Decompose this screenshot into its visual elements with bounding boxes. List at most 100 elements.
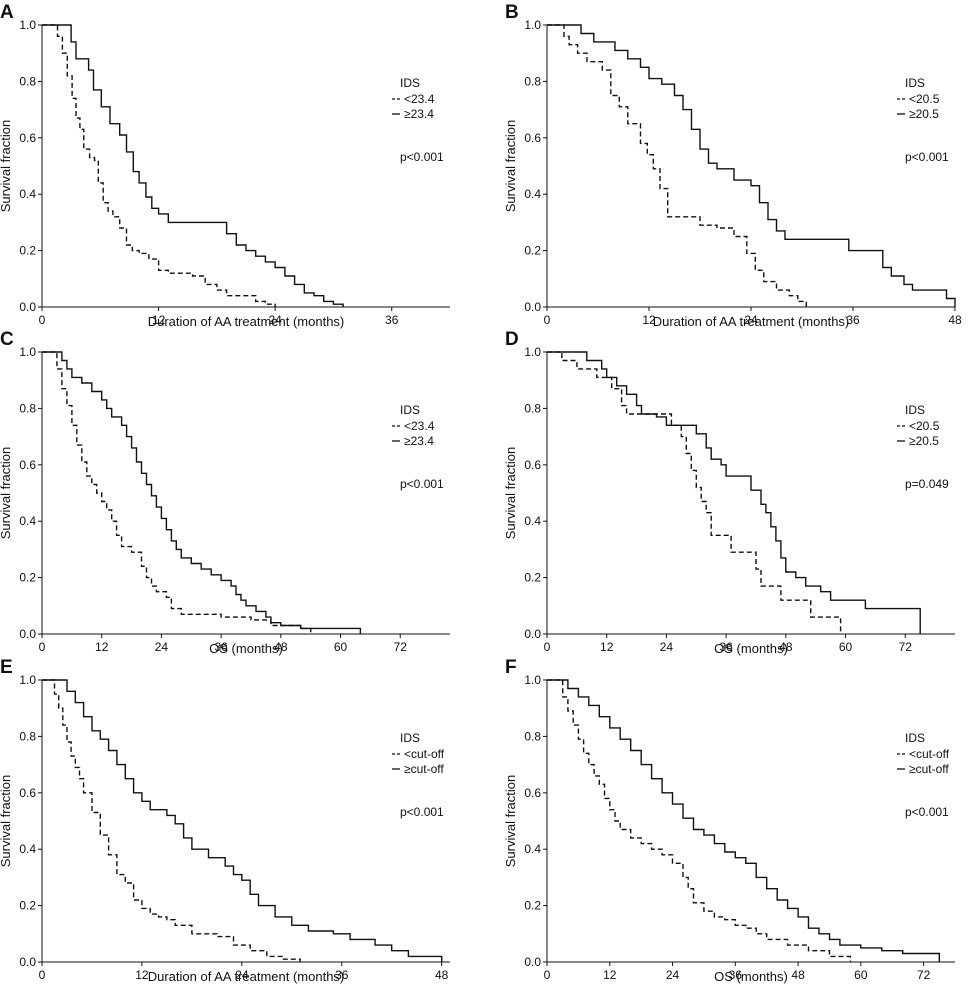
x-tick-label: 0 [39, 313, 46, 327]
series-curve-below [42, 24, 276, 307]
series-curve-below [42, 351, 312, 634]
y-tick-label: 0.4 [19, 842, 36, 856]
legend-entry: ≥20.5 [909, 107, 939, 121]
series-curve-above [547, 679, 940, 962]
y-axis-label: Survival fraction [0, 775, 13, 867]
legend-entry: ≥23.4 [404, 107, 434, 121]
x-tick-label: 0 [544, 968, 551, 982]
legend-title: IDS [400, 76, 420, 90]
x-tick-label: 36 [719, 640, 733, 654]
y-tick-label: 0.8 [19, 74, 36, 88]
legend-title: IDS [400, 731, 420, 745]
series-curve-below [547, 24, 807, 307]
y-tick-label: 1.0 [524, 345, 541, 359]
y-tick-label: 0.2 [19, 571, 36, 585]
y-tick-label: 0.2 [19, 899, 36, 913]
x-tick-label: 60 [854, 968, 868, 982]
x-tick-label: 24 [155, 640, 169, 654]
x-tick-label: 12 [603, 968, 617, 982]
x-tick-label: 12 [642, 313, 656, 327]
y-tick-label: 0.8 [524, 401, 541, 415]
panel-letter: B [505, 2, 519, 23]
x-tick-label: 12 [135, 968, 149, 982]
panel-a: A 0.0 0.2 0.4 0.6 0.8 1.0 0 12 24 36 Duration of AA… [0, 2, 450, 329]
series-curve-above [547, 24, 956, 307]
x-axis-label: OS (months) [714, 641, 788, 656]
y-tick-label: 1.0 [19, 673, 36, 687]
y-tick-label: 0.8 [524, 729, 541, 743]
x-tick-label: 36 [385, 313, 399, 327]
y-tick-label: 0.2 [524, 571, 541, 585]
panel-letter: F [505, 657, 517, 678]
legend-entry: ≥cut-off [404, 762, 444, 776]
y-tick-label: 0.6 [19, 786, 36, 800]
series-curve-below [547, 679, 852, 962]
y-axis-label: Survival fraction [503, 447, 518, 539]
legend-title: IDS [905, 731, 925, 745]
x-tick-label: 72 [917, 968, 931, 982]
x-tick-label: 24 [744, 313, 758, 327]
x-axis-label: Duration of AA treatment (months) [148, 969, 345, 984]
panel-b: B 0.0 0.2 0.4 0.6 0.8 1.0 0 12 24 36 48 Duration of … [503, 2, 962, 329]
y-tick-label: 1.0 [524, 18, 541, 32]
x-tick-label: 48 [435, 968, 449, 982]
x-tick-label: 60 [839, 640, 853, 654]
panel-letter: C [0, 329, 14, 350]
x-axis-label: OS (months) [714, 969, 788, 984]
legend-entry: <cut-off [404, 747, 445, 761]
y-tick-label: 1.0 [524, 673, 541, 687]
x-tick-label: 0 [39, 968, 46, 982]
y-tick-label: 0.2 [524, 899, 541, 913]
p-value: p<0.001 [400, 805, 444, 819]
series-curve-above [547, 351, 921, 634]
series-curve-below [547, 351, 842, 634]
panel-d: D 0.0 0.2 0.4 0.6 0.8 1.0 0 12 24 36 48 60 72 OS (mont… [503, 329, 955, 656]
y-tick-label: 0.8 [19, 401, 36, 415]
x-axis-label: Duration of AA treatment (months) [148, 314, 345, 329]
x-axis-label: OS (months) [209, 641, 283, 656]
y-tick-label: 1.0 [19, 18, 36, 32]
legend-entry: ≥20.5 [909, 434, 939, 448]
x-tick-label: 24 [235, 968, 249, 982]
y-tick-label: 0.2 [524, 244, 541, 258]
x-tick-label: 72 [394, 640, 408, 654]
x-tick-label: 48 [274, 640, 288, 654]
legend-entry: <23.4 [404, 92, 435, 106]
x-tick-label: 0 [39, 640, 46, 654]
panel-f: F 0.0 0.2 0.4 0.6 0.8 1.0 0 12 24 36 48 60 72 OS (mont… [503, 657, 955, 984]
panel-letter: A [0, 2, 14, 23]
y-tick-label: 0.6 [524, 786, 541, 800]
p-value: p<0.001 [400, 150, 444, 164]
x-tick-label: 12 [95, 640, 109, 654]
panel-e: E 0.0 0.2 0.4 0.6 0.8 1.0 0 12 24 36 48 Duration of … [0, 657, 450, 984]
y-axis-label: Survival fraction [0, 120, 13, 212]
x-tick-label: 24 [268, 313, 282, 327]
y-tick-label: 0.2 [19, 244, 36, 258]
x-tick-label: 36 [729, 968, 743, 982]
x-tick-label: 48 [779, 640, 793, 654]
y-tick-label: 0.4 [19, 514, 36, 528]
legend-entry: ≥cut-off [909, 762, 949, 776]
y-tick-label: 0.4 [524, 514, 541, 528]
y-tick-label: 0.0 [19, 955, 36, 969]
p-value: p<0.001 [905, 805, 949, 819]
x-tick-label: 0 [544, 313, 551, 327]
panel-letter: D [505, 329, 519, 350]
y-tick-label: 0.0 [524, 955, 541, 969]
legend-title: IDS [400, 403, 420, 417]
x-tick-label: 0 [544, 640, 551, 654]
x-tick-label: 12 [600, 640, 614, 654]
y-tick-label: 1.0 [19, 345, 36, 359]
x-tick-label: 36 [846, 313, 860, 327]
legend-entry: <20.5 [909, 419, 940, 433]
x-tick-label: 12 [152, 313, 166, 327]
legend-entry: ≥23.4 [404, 434, 434, 448]
x-tick-label: 36 [214, 640, 228, 654]
p-value: p<0.001 [400, 477, 444, 491]
legend-entry: <20.5 [909, 92, 940, 106]
y-tick-label: 0.8 [524, 74, 541, 88]
y-tick-label: 0.4 [19, 187, 36, 201]
y-tick-label: 0.6 [524, 458, 541, 472]
y-tick-label: 0.4 [524, 187, 541, 201]
